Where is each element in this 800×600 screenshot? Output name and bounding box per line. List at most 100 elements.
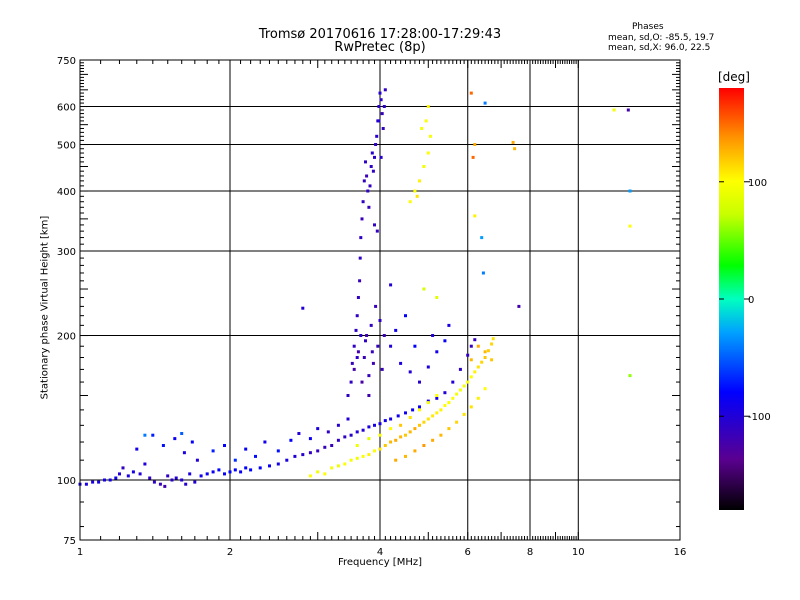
data-point — [443, 339, 447, 343]
y-tick-label: 400 — [57, 187, 76, 198]
data-point — [173, 437, 177, 441]
data-point — [228, 470, 232, 474]
data-point — [491, 337, 495, 341]
data-point — [356, 350, 360, 354]
data-point — [476, 344, 480, 348]
data-point — [223, 472, 226, 476]
data-point — [355, 356, 359, 359]
data-point — [466, 380, 470, 384]
data-point — [308, 437, 312, 441]
data-point — [289, 438, 293, 442]
x-tick-label: 16 — [674, 547, 687, 558]
data-point — [418, 405, 421, 409]
data-point — [415, 194, 419, 198]
x-tick-label: 1 — [77, 547, 83, 558]
data-point — [375, 229, 379, 233]
data-point — [428, 134, 432, 138]
data-point — [118, 472, 121, 476]
data-point — [326, 430, 330, 434]
stats-o-mode: mean, sd,O: -85.5, 19.7 — [608, 33, 715, 43]
data-point — [483, 101, 487, 105]
data-point — [380, 367, 384, 371]
data-point — [367, 425, 371, 429]
data-point — [364, 160, 367, 164]
colorbar-tick-label: -100 — [748, 412, 771, 423]
data-point — [435, 394, 439, 397]
data-point — [431, 414, 435, 418]
data-point — [490, 358, 494, 362]
stats-header: Phases — [632, 22, 664, 32]
data-point — [108, 478, 112, 482]
y-tick-label: 75 — [63, 536, 76, 547]
data-point — [447, 323, 451, 327]
grid — [79, 59, 681, 541]
colorbar-unit-label: [deg] — [718, 70, 750, 84]
data-point — [481, 271, 485, 275]
data-point — [361, 200, 365, 204]
data-point — [180, 432, 184, 435]
data-point — [84, 482, 88, 486]
data-point — [367, 437, 371, 441]
data-point — [361, 428, 365, 432]
data-point — [182, 451, 186, 455]
data-point — [447, 401, 451, 405]
data-point — [244, 447, 248, 451]
data-point — [190, 440, 194, 444]
data-point — [379, 155, 383, 159]
data-point — [435, 296, 439, 299]
data-point — [426, 105, 430, 108]
data-point — [447, 427, 451, 431]
data-point — [408, 370, 412, 374]
data-point — [378, 422, 382, 426]
data-point — [455, 392, 459, 396]
x-tick-label: 8 — [527, 547, 533, 558]
data-point — [367, 374, 371, 378]
data-point — [152, 480, 156, 484]
data-point — [431, 438, 435, 442]
data-point — [404, 314, 407, 318]
data-point — [404, 411, 407, 415]
data-point — [346, 417, 350, 421]
data-point — [379, 98, 383, 102]
y-tick-label: 100 — [57, 476, 76, 487]
data-point — [131, 470, 135, 474]
data-point — [163, 484, 167, 488]
data-point — [469, 375, 473, 379]
data-point — [490, 342, 494, 346]
data-point — [371, 361, 375, 365]
data-point — [399, 435, 403, 439]
data-point — [458, 388, 462, 392]
data-point — [350, 361, 354, 365]
data-point — [244, 466, 248, 470]
data-point — [199, 474, 203, 478]
x-tick-label: 6 — [465, 547, 471, 558]
data-point — [121, 466, 125, 470]
data-point — [513, 147, 517, 151]
data-point — [511, 140, 515, 144]
y-tick-label: 300 — [57, 247, 76, 258]
data-point — [366, 189, 370, 193]
data-point — [195, 458, 199, 462]
data-point — [360, 217, 364, 221]
x-axis-label: Frequency [MHz] — [337, 557, 423, 568]
data-point — [174, 476, 178, 480]
data-point — [268, 464, 271, 468]
data-point — [612, 108, 616, 112]
data-point — [418, 380, 421, 384]
data-point — [424, 119, 428, 123]
stats-x-mode: mean, sd,X: 96.0, 22.5 — [608, 43, 711, 53]
data-point — [114, 476, 118, 480]
data-point — [346, 394, 350, 397]
data-point — [301, 453, 305, 457]
data-point — [223, 444, 226, 447]
data-point — [349, 433, 353, 437]
data-point — [374, 143, 378, 146]
data-point — [254, 454, 257, 458]
data-point — [330, 466, 334, 470]
data-point — [316, 470, 320, 474]
data-point — [469, 91, 473, 95]
x-tick-label: 2 — [227, 547, 233, 558]
data-point — [249, 468, 253, 472]
data-point — [336, 464, 340, 468]
data-point — [365, 174, 369, 178]
